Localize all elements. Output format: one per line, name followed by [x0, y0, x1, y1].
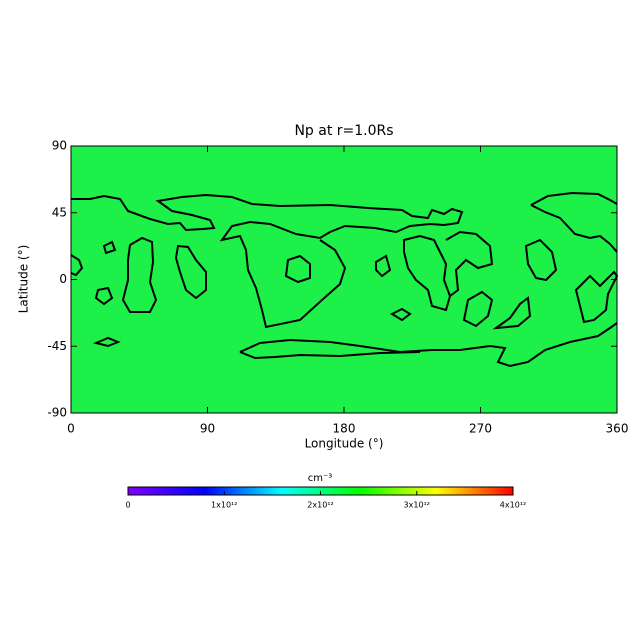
- contour-line: [530, 191, 618, 206]
- colorbar-tick-label: 1x10¹²: [211, 501, 237, 510]
- x-tick-label: 270: [469, 422, 492, 436]
- contour-line: [530, 204, 618, 253]
- contour-line: [102, 240, 117, 255]
- x-tick-label: 0: [67, 422, 75, 436]
- contour-line: [70, 254, 84, 277]
- colorbar-tick-label: 3x10¹²: [404, 501, 430, 510]
- colorbar-tick-label: 0: [125, 501, 130, 510]
- contour-line: [174, 244, 207, 300]
- contour-line: [239, 351, 421, 360]
- contour-line: [94, 286, 114, 306]
- contours: [70, 191, 619, 368]
- contour-line: [389, 307, 412, 322]
- y-tick-label: -45: [47, 339, 67, 353]
- x-tick-label: 360: [606, 422, 629, 436]
- chart-title: Np at r=1.0Rs: [294, 123, 393, 139]
- colorbar-label: cm⁻³: [308, 473, 333, 484]
- contour-line: [121, 236, 158, 313]
- x-tick-label: 180: [333, 422, 356, 436]
- y-tick-label: 0: [59, 272, 67, 286]
- y-tick-label: -90: [47, 406, 67, 420]
- contour-line: [574, 270, 619, 324]
- contour-line: [375, 254, 392, 278]
- density-field: [71, 146, 617, 413]
- contour-line: [71, 193, 464, 329]
- y-tick-label: 45: [52, 205, 67, 219]
- contour-line: [92, 336, 121, 348]
- colorbar-tick-label: 2x10¹²: [307, 501, 333, 510]
- contour-line: [239, 322, 618, 368]
- contour-line: [462, 290, 494, 328]
- contour-line: [524, 238, 558, 282]
- y-axis-label: Latitude (°): [17, 245, 31, 314]
- x-axis-label: Longitude (°): [305, 437, 384, 451]
- y-tick-label: 90: [52, 139, 67, 153]
- contour-line: [403, 234, 452, 312]
- contour-line: [492, 296, 532, 330]
- x-tick-label: 90: [200, 422, 215, 436]
- contour-line: [284, 254, 311, 284]
- contour-line: [445, 230, 494, 297]
- colorbar: cm⁻³ 0 1x10¹² 2x10¹² 3x10¹² 4x10¹²: [125, 473, 526, 510]
- colorbar-tick-label: 4x10¹²: [500, 501, 526, 510]
